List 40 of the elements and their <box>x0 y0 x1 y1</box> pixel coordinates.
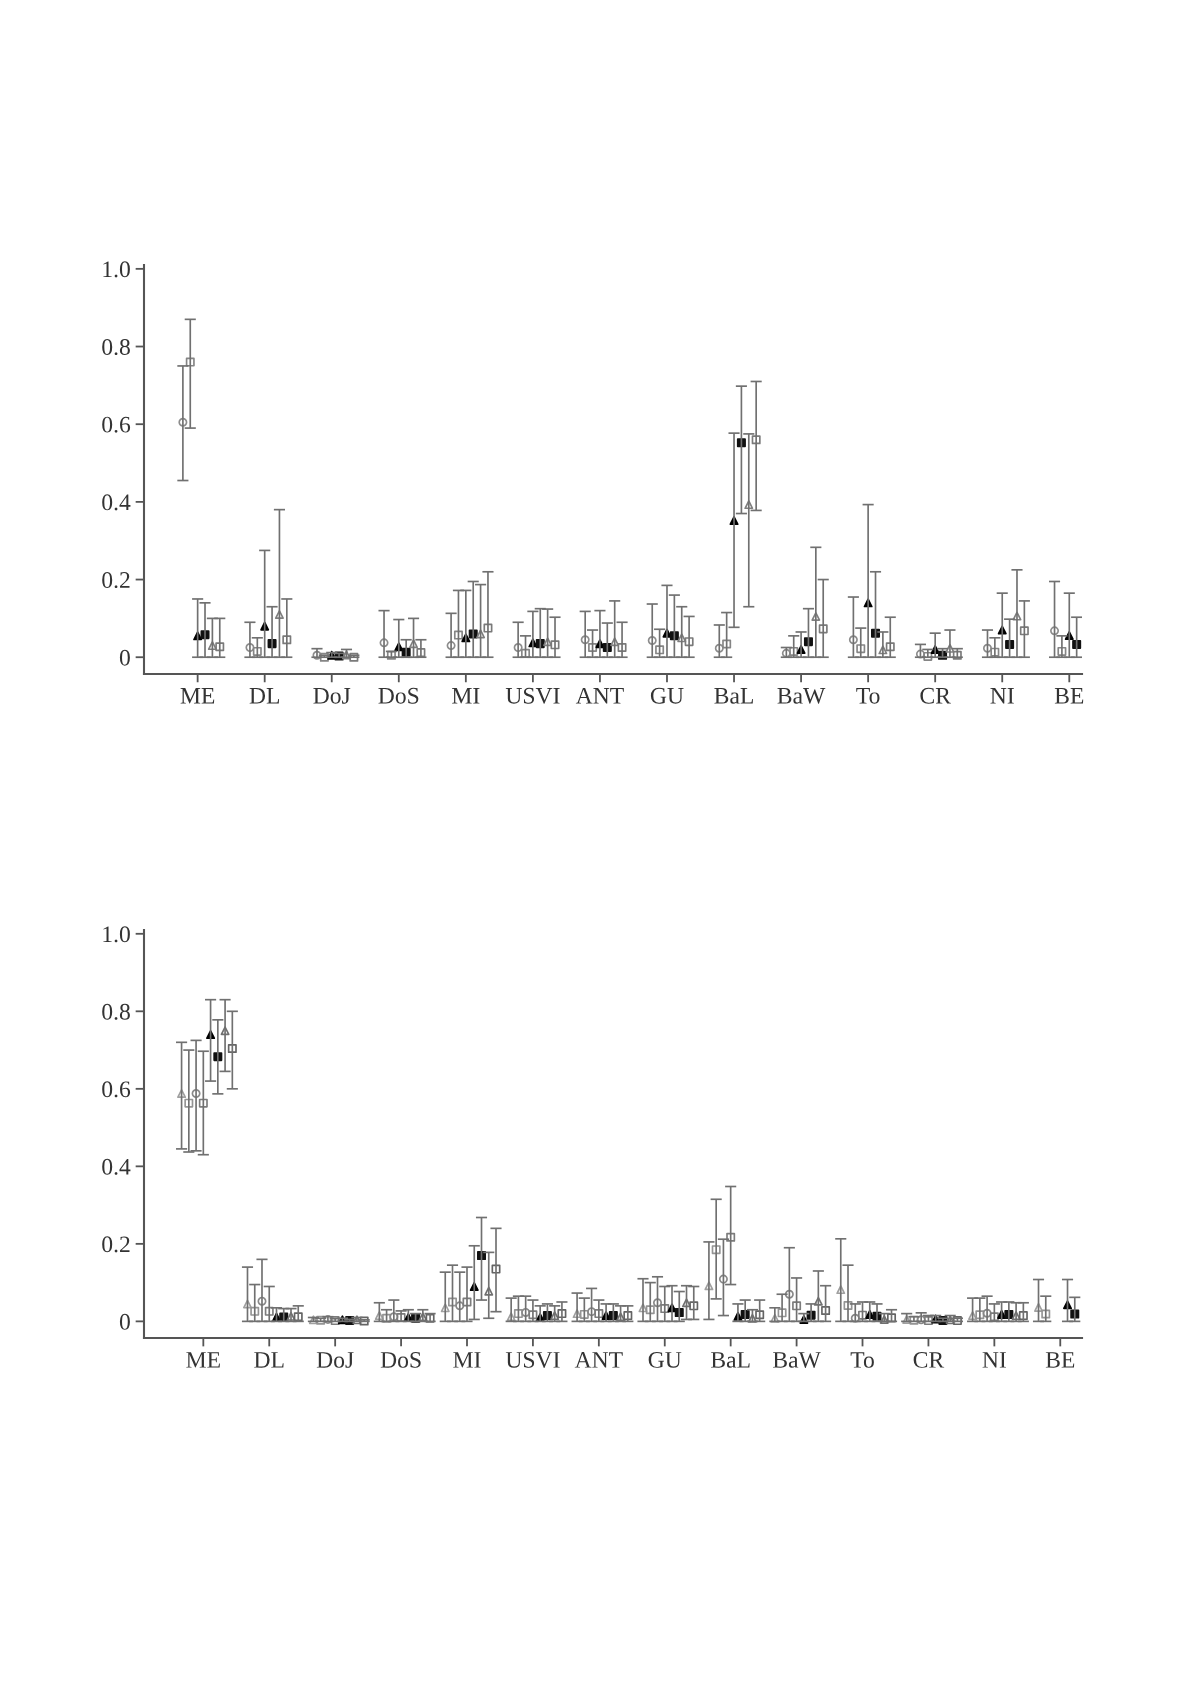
x-tick-label: DoJ <box>316 1352 354 1368</box>
x-tick-label: USVI <box>505 1351 560 1368</box>
x-tick-label: To <box>850 1352 874 1368</box>
x-tick-label: BaL <box>711 1352 750 1368</box>
y-tick-label: 0.4 <box>102 1158 131 1175</box>
y-tick-label: 0.6 <box>102 416 131 433</box>
y-tick-label: 0 <box>119 1313 130 1330</box>
x-tick-label: GU <box>648 1351 682 1368</box>
y-tick-label: 1.0 <box>103 261 130 278</box>
x-tick-label: To <box>856 688 880 704</box>
x-tick-label: BE <box>1054 688 1084 704</box>
x-tick-label: CR <box>913 1351 945 1368</box>
x-tick-label: BaW <box>777 688 826 704</box>
x-tick-label: DoS <box>378 687 419 704</box>
y-tick-label: 0.4 <box>102 494 131 511</box>
y-tick-label: 1.0 <box>103 926 130 943</box>
x-tick-label: DL <box>254 1352 284 1368</box>
y-tick-label: 0.2 <box>102 1236 130 1253</box>
y-tick-label: 0 <box>119 649 130 666</box>
x-tick-label: BaW <box>773 1352 821 1368</box>
x-tick-label: DL <box>249 688 280 704</box>
x-tick-label: CR <box>920 687 951 704</box>
x-tick-label: GU <box>650 687 684 704</box>
x-tick-label: DoS <box>380 1351 421 1368</box>
x-tick-label: ME <box>186 1352 220 1368</box>
y-tick-label: 0.6 <box>102 1081 131 1098</box>
x-tick-label: ME <box>180 688 215 704</box>
x-tick-label: BE <box>1045 1352 1075 1368</box>
y-tick-label: 0.2 <box>102 572 130 589</box>
x-tick-label: DoJ <box>313 688 351 704</box>
x-tick-label: MI <box>452 688 480 704</box>
x-tick-label: ANT <box>574 1352 623 1368</box>
x-tick-label: MI <box>453 1352 481 1368</box>
x-tick-label: NI <box>990 688 1014 704</box>
y-tick-label: 0.8 <box>102 339 130 356</box>
x-tick-label: NI <box>982 1352 1006 1368</box>
x-tick-label: USVI <box>505 687 560 704</box>
x-tick-label: BaL <box>714 688 753 704</box>
x-tick-label: ANT <box>575 687 624 704</box>
y-tick-label: 0.8 <box>102 1003 130 1020</box>
